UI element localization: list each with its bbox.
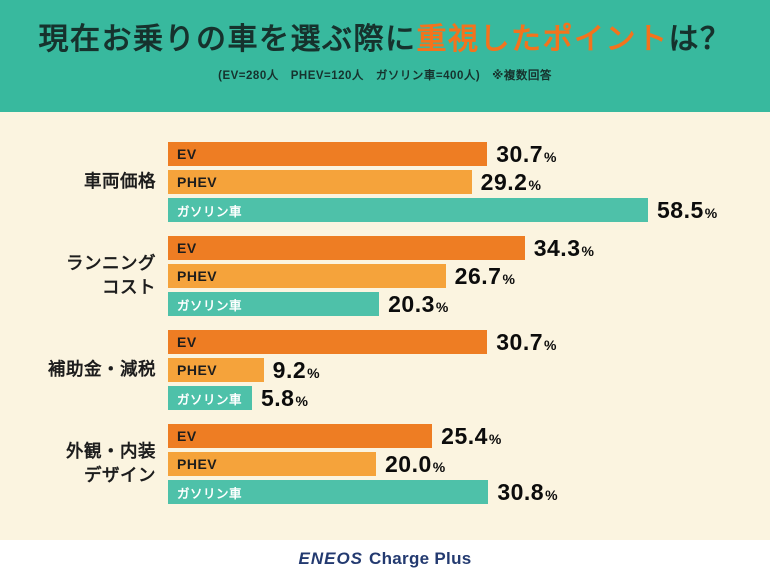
bar-value-label: 9.2% <box>272 356 321 383</box>
bar-row: PHEV 26.7% <box>168 262 594 289</box>
survey-sample-note: (EV=280人 PHEV=120人 ガソリン車=400人) ※複数回答 <box>218 70 552 82</box>
chart-group: 車両価格 EV 30.7% PHEV 29.2% ガソリン車 58.5% <box>0 140 770 223</box>
bar-row: PHEV 29.2% <box>168 168 718 195</box>
title-suffix: は？ <box>668 23 732 56</box>
bar-series-label: PHEV <box>177 268 218 284</box>
bar-value-label: 30.8% <box>497 478 559 505</box>
bar-ev: EV <box>168 142 488 166</box>
bar-gasoline: ガソリン車 <box>168 480 489 504</box>
percent-sign: % <box>295 392 309 409</box>
category-label-line: ランニング <box>66 253 156 274</box>
bar-series-label: ガソリン車 <box>177 204 243 219</box>
category-label: 補助金・減税 <box>0 330 168 410</box>
bar-row: ガソリン車 58.5% <box>168 196 718 223</box>
bar-value-label: 30.7% <box>496 140 557 167</box>
bar-ev: EV <box>168 236 525 260</box>
bar-series-label: EV <box>177 240 197 256</box>
bar-gasoline: ガソリン車 <box>168 198 648 222</box>
footer: ENEOS Charge Plus <box>0 540 770 578</box>
bar-row: PHEV 20.0% <box>168 450 558 477</box>
bar-gasoline: ガソリン車 <box>168 292 380 316</box>
bar-phev: PHEV <box>168 264 446 288</box>
percent-sign: % <box>488 430 502 447</box>
bar-row: ガソリン車 20.3% <box>168 290 594 317</box>
category-label: ランニングコスト <box>0 236 168 316</box>
bar-value-label: 25.4% <box>441 422 502 449</box>
percent-sign: % <box>704 204 718 221</box>
brand-service-wordmark: Charge Plus <box>369 549 472 568</box>
chart-group: 外観・内装デザイン EV 25.4% PHEV 20.0% ガソリン車 30.8% <box>0 422 770 505</box>
bar-stack: EV 30.7% PHEV 29.2% ガソリン車 58.5% <box>168 140 718 223</box>
bar-chart: 車両価格 EV 30.7% PHEV 29.2% ガソリン車 58.5% ランニング コスト EV… <box>0 112 770 540</box>
bar-ev: EV <box>168 424 433 448</box>
bar-series-label: ガソリン車 <box>177 298 243 313</box>
bar-gasoline: ガソリン車 <box>168 386 252 410</box>
category-label-line: デザイン <box>84 465 156 485</box>
percent-sign: % <box>432 458 446 475</box>
bar-stack: EV 34.3% PHEV 26.7% ガソリン車 20.3% <box>168 234 595 317</box>
percent-sign: % <box>502 270 516 287</box>
bar-phev: PHEV <box>168 452 376 476</box>
category-label: 車両価格 <box>0 142 168 222</box>
percent-sign: % <box>528 176 542 193</box>
category-label-line: 車両価格 <box>84 171 156 192</box>
brand-eneos-wordmark: ENEOS <box>298 549 364 568</box>
bar-value-label: 30.7% <box>496 328 557 355</box>
bar-row: EV 30.7% <box>168 140 718 167</box>
bar-series-label: ガソリン車 <box>177 486 243 501</box>
chart-group: 補助金・減税 EV 30.7% PHEV 9.2% ガソリン車 5.8% <box>0 328 770 411</box>
bar-value-label: 34.3% <box>533 234 595 261</box>
bar-row: EV 30.7% <box>168 328 557 355</box>
bar-series-label: PHEV <box>177 456 218 472</box>
bar-value-label: 20.0% <box>385 450 446 477</box>
bar-phev: PHEV <box>168 358 264 382</box>
brand-logo: ENEOS Charge Plus <box>298 549 471 569</box>
percent-sign: % <box>544 336 557 353</box>
bar-series-label: EV <box>177 334 197 350</box>
bar-value-label: 29.2% <box>480 168 542 195</box>
category-label-line: 補助金・減税 <box>48 359 156 380</box>
category-label-line: 外観・内装 <box>66 441 156 462</box>
bar-row: PHEV 9.2% <box>168 356 557 383</box>
bar-series-label: ガソリン車 <box>177 392 243 407</box>
bar-row: EV 25.4% <box>168 422 558 449</box>
bar-value-label: 26.7% <box>454 262 516 289</box>
bar-series-label: EV <box>177 428 197 444</box>
bar-value-label: 5.8% <box>261 384 309 411</box>
title-prefix: 現在お乗りの車を選ぶ際に <box>38 23 417 56</box>
percent-sign: % <box>544 148 557 165</box>
bar-row: ガソリン車 5.8% <box>168 384 557 411</box>
chart-group: ランニングコスト EV 34.3% PHEV 26.7% ガソリン車 20.3% <box>0 234 770 317</box>
bar-row: ガソリン車 30.8% <box>168 478 559 505</box>
title-highlight: 重視したポイント <box>416 23 669 56</box>
bar-row: EV 34.3% <box>168 234 595 261</box>
header: 現在お乗りの車を選ぶ際に重視したポイントは？ (EV=280人 PHEV=120… <box>0 0 770 112</box>
bar-phev: PHEV <box>168 170 472 194</box>
category-label-line: コスト <box>102 277 156 297</box>
percent-sign: % <box>307 364 321 381</box>
bar-stack: EV 25.4% PHEV 20.0% ガソリン車 30.8% <box>168 422 559 505</box>
percent-sign: % <box>435 298 449 315</box>
bar-series-label: EV <box>177 146 197 162</box>
percent-sign: % <box>545 486 559 503</box>
bar-value-label: 58.5% <box>657 196 718 223</box>
bar-series-label: PHEV <box>177 362 218 378</box>
page-title: 現在お乗りの車を選ぶ際に重視したポイントは？ <box>0 22 770 58</box>
bar-series-label: PHEV <box>177 174 218 190</box>
bar-value-label: 20.3% <box>388 290 449 317</box>
bar-stack: EV 30.7% PHEV 9.2% ガソリン車 5.8% <box>168 328 557 411</box>
percent-sign: % <box>581 242 595 259</box>
bar-ev: EV <box>168 330 488 354</box>
category-label: 外観・内装デザイン <box>0 424 168 504</box>
